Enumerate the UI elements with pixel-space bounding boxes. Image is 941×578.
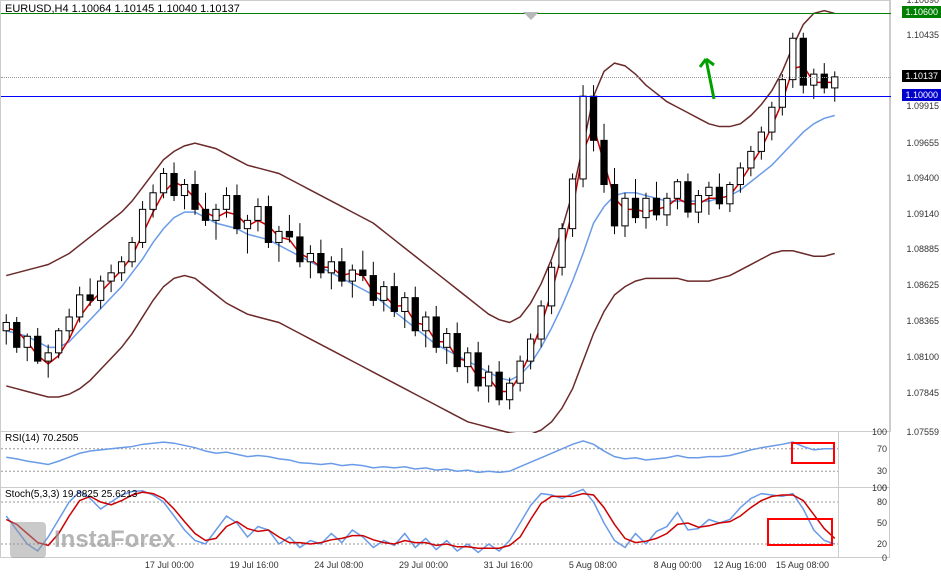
stoch-highlight-box	[767, 518, 833, 546]
main-chart-svg	[1, 1, 891, 433]
watermark-text: InstaForex	[54, 526, 175, 554]
up-arrow-icon	[696, 49, 724, 114]
rsi-y-axis: 03070100	[838, 432, 889, 487]
x-axis: 17 Jul 00:0019 Jul 16:0024 Jul 08:0029 J…	[0, 558, 941, 578]
gray-marker-icon	[521, 9, 541, 27]
main-y-axis: 1.106901.104351.101371.099151.096551.094…	[890, 0, 941, 432]
stoch-title: Stoch(5,3,3) 19.8825 25.6213	[5, 489, 137, 500]
rsi-title: RSI(14) 70.2505	[5, 433, 78, 444]
main-price-chart[interactable]: EURUSD,H4 1.10064 1.10145 1.10040 1.1013…	[0, 0, 890, 432]
watermark: InstaForex	[10, 522, 175, 558]
chart-title: EURUSD,H4 1.10064 1.10145 1.10040 1.1013…	[5, 3, 240, 15]
rsi-svg	[1, 432, 891, 488]
rsi-panel[interactable]: RSI(14) 70.2505 03070100	[0, 432, 890, 488]
stoch-y-axis: 0205080100	[838, 488, 889, 557]
instaforex-logo-icon	[10, 522, 46, 558]
rsi-highlight-box	[791, 442, 835, 464]
